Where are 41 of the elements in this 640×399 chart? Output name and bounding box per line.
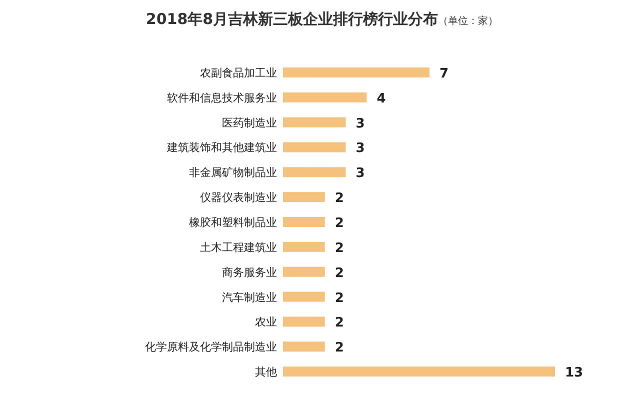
chart-subtitle: （单位：家） (438, 15, 498, 27)
data-label: 2 (334, 290, 344, 306)
y-tick-label: 其他 (255, 366, 277, 379)
y-tick-label: 农业 (255, 316, 277, 329)
y-tick-label: 汽车制造业 (222, 290, 277, 304)
y-tick-label: 软件和信息技术服务业 (167, 91, 277, 104)
data-label: 2 (334, 266, 344, 281)
data-label: 3 (356, 141, 365, 156)
bar (283, 316, 325, 327)
y-tick-label: 商务服务业 (222, 266, 277, 279)
bar (283, 67, 430, 78)
data-label: 2 (334, 340, 344, 356)
bar (283, 92, 367, 102)
data-label: 7 (439, 66, 449, 82)
bar (283, 167, 346, 178)
y-tick-label: 建筑装饰和其他建筑业 (166, 141, 277, 154)
y-tick-label: 医药制造业 (222, 116, 277, 130)
y-tick-label: 非金属矿物制品业 (189, 166, 277, 180)
y-tick-label: 仪器仪表制造业 (200, 191, 277, 204)
data-label: 2 (334, 240, 344, 256)
data-label: 3 (356, 166, 365, 182)
data-label: 13 (565, 366, 584, 381)
y-tick-label: 化学原料及化学制品制造业 (145, 340, 277, 354)
y-tick-label: 橡胶和塑料制品业 (189, 216, 277, 229)
bar (283, 292, 325, 302)
bar (283, 342, 325, 352)
data-label: 2 (334, 216, 344, 231)
bar (283, 366, 555, 377)
y-tick-label: 农副食品加工业 (200, 66, 277, 80)
y-tick-label: 土木工程建筑业 (200, 240, 277, 254)
bar (283, 217, 325, 227)
bar (283, 266, 325, 277)
bar (283, 117, 346, 128)
bar (283, 142, 346, 152)
data-label: 2 (334, 316, 344, 331)
bar (283, 192, 325, 202)
bar (283, 242, 325, 252)
data-label: 3 (356, 116, 365, 132)
data-label: 2 (334, 191, 344, 206)
data-label: 4 (376, 91, 386, 106)
chart-title: 2018年8月吉林新三板企业排行榜行业分布 (146, 10, 438, 28)
